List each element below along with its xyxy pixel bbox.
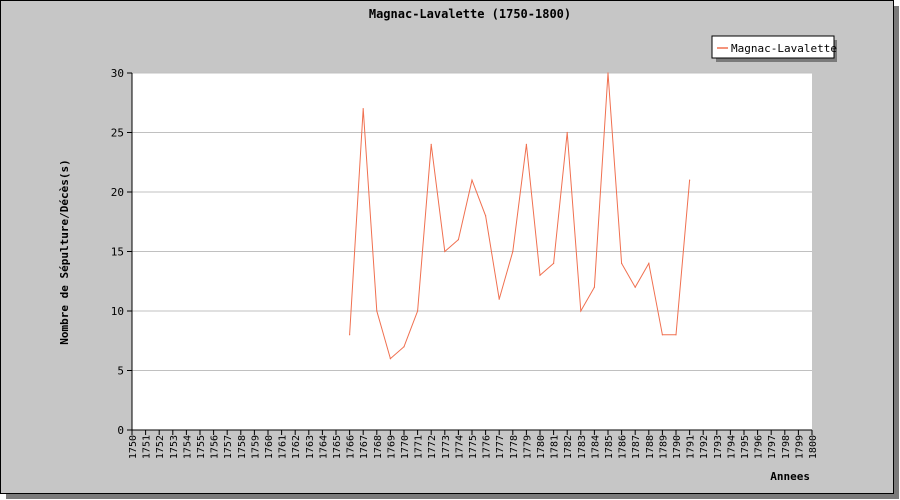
x-tick-label: 1789 bbox=[658, 435, 669, 459]
data-point bbox=[675, 334, 677, 336]
legend-box bbox=[711, 35, 835, 59]
x-tick-label: 1773 bbox=[441, 435, 452, 459]
y-axis-ticks: 0 5 10 15 20 25 30 bbox=[111, 67, 132, 437]
data-point bbox=[689, 179, 691, 181]
data-point bbox=[430, 143, 432, 145]
x-tick-label: 1774 bbox=[454, 435, 465, 459]
x-tick-label: 1769 bbox=[386, 435, 397, 459]
line-chart: Magnac-Lavalette (1750-1800) 0 5 10 15 20 25 3… bbox=[58, 7, 837, 483]
x-tick-label: 1783 bbox=[577, 435, 588, 459]
grid-lines bbox=[132, 72, 812, 371]
x-tick-label: 1760 bbox=[264, 435, 275, 459]
data-point bbox=[457, 239, 459, 241]
x-tick-label: 1795 bbox=[740, 435, 751, 459]
data-point bbox=[403, 346, 405, 348]
x-tick-label: 1758 bbox=[237, 435, 248, 459]
x-tick-label: 1798 bbox=[781, 435, 792, 459]
x-tick-label: 1766 bbox=[346, 435, 357, 459]
x-tick-label: 1781 bbox=[550, 435, 561, 459]
y-tick-label: 30 bbox=[111, 67, 124, 80]
data-point bbox=[512, 250, 514, 253]
x-tick-label: 1765 bbox=[332, 435, 343, 459]
x-tick-label: 1763 bbox=[305, 435, 316, 459]
y-tick-label: 15 bbox=[111, 246, 124, 259]
data-point bbox=[362, 108, 364, 110]
data-point bbox=[349, 334, 351, 336]
data-point bbox=[417, 310, 419, 312]
x-tick-label: 1785 bbox=[604, 435, 615, 459]
x-tick-label: 1793 bbox=[713, 435, 724, 459]
legend: Magnac-Lavalette bbox=[711, 35, 837, 62]
x-tick-label: 1770 bbox=[400, 435, 411, 459]
data-point bbox=[634, 286, 636, 288]
x-axis-ticks: 1750 1751 1752 1753 1754 1755 1756 1757 1758 1759… bbox=[128, 430, 819, 459]
y-tick-label: 0 bbox=[117, 424, 124, 437]
x-tick-label: 1759 bbox=[250, 435, 261, 459]
y-tick-label: 5 bbox=[117, 365, 124, 378]
x-tick-label: 1775 bbox=[468, 435, 479, 459]
x-tick-label: 1767 bbox=[359, 435, 370, 459]
data-point bbox=[525, 143, 528, 145]
data-point bbox=[498, 298, 500, 300]
x-tick-label: 1761 bbox=[278, 435, 289, 459]
data-point bbox=[566, 131, 568, 134]
data-point bbox=[593, 286, 596, 288]
x-tick-label: 1784 bbox=[590, 435, 601, 459]
y-tick-label: 20 bbox=[111, 186, 124, 199]
x-tick-label: 1791 bbox=[686, 435, 697, 459]
x-tick-label: 1772 bbox=[427, 435, 438, 459]
x-tick-label: 1792 bbox=[699, 435, 710, 459]
x-tick-label: 1800 bbox=[808, 435, 819, 459]
x-tick-label: 1755 bbox=[196, 435, 207, 459]
x-tick-label: 1799 bbox=[794, 435, 805, 459]
x-tick-label: 1750 bbox=[128, 435, 139, 459]
x-tick-label: 1790 bbox=[672, 435, 683, 459]
x-axis-label: Annees bbox=[770, 470, 810, 483]
x-tick-label: 1757 bbox=[223, 435, 234, 459]
x-tick-label: 1764 bbox=[318, 435, 329, 459]
x-tick-label: 1794 bbox=[726, 435, 737, 459]
x-tick-label: 1753 bbox=[169, 435, 180, 459]
x-tick-label: 1768 bbox=[373, 435, 384, 459]
x-tick-label: 1787 bbox=[631, 435, 642, 459]
x-tick-label: 1778 bbox=[509, 435, 520, 459]
x-tick-label: 1777 bbox=[495, 435, 506, 459]
data-point bbox=[471, 179, 473, 181]
y-tick-label: 10 bbox=[111, 305, 124, 318]
legend-entry: Magnac-Lavalette bbox=[731, 42, 837, 55]
series-line bbox=[349, 72, 691, 360]
x-tick-label: 1752 bbox=[155, 435, 166, 459]
data-point bbox=[607, 72, 609, 74]
x-tick-label: 1780 bbox=[536, 435, 547, 459]
x-tick-label: 1776 bbox=[482, 435, 493, 459]
data-point bbox=[621, 262, 623, 264]
x-tick-label: 1782 bbox=[563, 435, 574, 459]
x-tick-label: 1788 bbox=[645, 435, 656, 459]
x-tick-label: 1751 bbox=[142, 435, 153, 459]
x-tick-label: 1756 bbox=[210, 435, 221, 459]
x-tick-label: 1786 bbox=[618, 435, 629, 459]
y-tick-label: 25 bbox=[111, 127, 124, 140]
x-tick-label: 1797 bbox=[767, 435, 778, 459]
data-point bbox=[580, 310, 582, 312]
x-tick-label: 1771 bbox=[414, 435, 425, 459]
x-tick-label: 1796 bbox=[754, 435, 765, 459]
data-point bbox=[648, 262, 650, 264]
y-axis-label: Nombre de Sépulture/Décès(s) bbox=[58, 159, 71, 344]
data-point bbox=[389, 358, 391, 360]
data-point bbox=[485, 215, 487, 217]
data-point bbox=[376, 310, 378, 312]
x-tick-label: 1754 bbox=[182, 435, 193, 459]
data-point bbox=[553, 262, 555, 264]
x-tick-label: 1779 bbox=[522, 435, 533, 459]
series-group bbox=[349, 72, 691, 360]
data-point bbox=[444, 250, 446, 253]
data-point bbox=[661, 334, 664, 336]
x-tick-label: 1762 bbox=[291, 435, 302, 459]
chart-title: Magnac-Lavalette (1750-1800) bbox=[369, 7, 571, 21]
data-point bbox=[539, 274, 541, 276]
